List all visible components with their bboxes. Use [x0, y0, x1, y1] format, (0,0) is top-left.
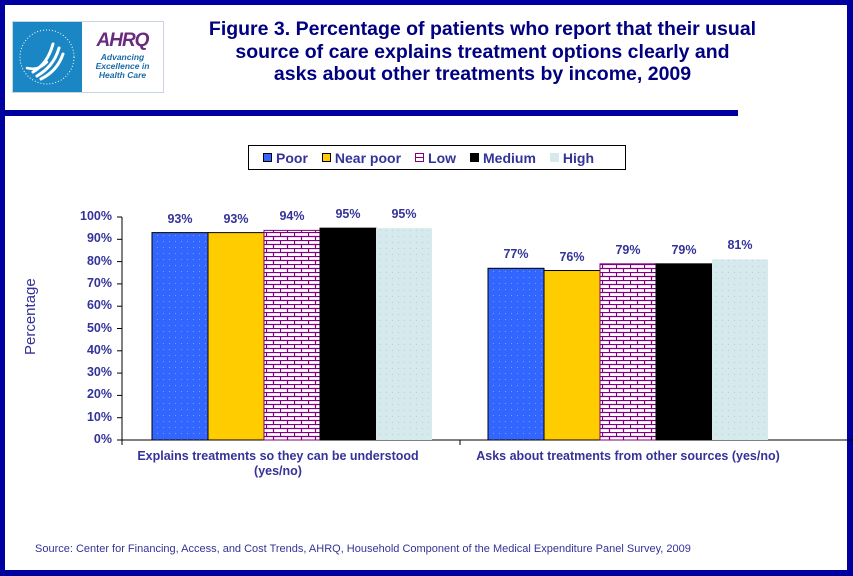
legend-swatch: [470, 153, 480, 162]
source-note: Source: Center for Financing, Access, an…: [35, 543, 691, 555]
y-tick-label: 100%: [80, 209, 112, 223]
bar-medium: [655, 263, 713, 441]
bar-data-label: 79%: [615, 242, 641, 257]
legend-swatch: [415, 153, 425, 162]
ahrq-logo: AHRQ Advancing Excellence in Health Care: [12, 21, 164, 93]
title-line: source of care explains treatment option…: [235, 40, 730, 63]
legend-item-near-poor: Near poor: [321, 149, 402, 166]
y-tick-label: 40%: [86, 342, 112, 357]
bar-low: [263, 229, 321, 441]
legend-label: Medium: [483, 149, 536, 166]
bar-data-label: 95%: [391, 207, 417, 222]
x-category-label: Asks about treatments from other sources…: [458, 449, 798, 464]
ahrq-tagline: Advancing Excellence in Health Care: [82, 53, 163, 80]
bar-poor: [151, 232, 209, 441]
legend-swatch: [321, 153, 331, 162]
legend-item-high: High: [549, 149, 595, 166]
bar-data-label: 93%: [223, 211, 249, 226]
bar-medium: [319, 227, 377, 441]
chart-legend: Poor Near poor Low Medium High: [248, 145, 626, 170]
bar-data-label: 93%: [167, 211, 193, 226]
y-tick-label: 30%: [86, 365, 112, 380]
bar-high: [712, 259, 768, 440]
bar-data-label: 76%: [559, 249, 585, 264]
chart-title: Figure 3. Percentage of patients who rep…: [205, 18, 760, 86]
legend-swatch: [263, 153, 272, 162]
legend-item-low: Low: [415, 150, 456, 166]
bar-poor: [487, 267, 545, 441]
hhs-eagle-icon: [13, 22, 82, 92]
legend-item-medium: Medium: [470, 150, 536, 166]
ahrq-wordmark: AHRQ: [96, 30, 150, 51]
bar-data-label: 79%: [671, 242, 697, 257]
bar-data-label: 94%: [279, 209, 305, 224]
y-tick-label: 50%: [86, 320, 112, 335]
y-tick-label: 0%: [93, 432, 112, 446]
legend-swatch: [549, 153, 559, 162]
y-tick-label: 10%: [86, 409, 112, 424]
y-tick-label: 90%: [86, 231, 112, 246]
legend-label: High: [562, 149, 595, 166]
y-tick-label: 20%: [86, 387, 112, 402]
header-divider: [0, 110, 738, 116]
category-label-line: Explains treatments so they can be under…: [137, 449, 419, 463]
legend-item-poor: Poor: [263, 150, 308, 166]
bar-high: [376, 228, 432, 440]
bar-data-label: 81%: [727, 238, 753, 253]
legend-label: Low: [428, 149, 457, 166]
category-label-line: Asks about treatments from other sources…: [476, 449, 780, 463]
title-line: Figure 3. Percentage of patients who rep…: [208, 18, 757, 40]
tagline-line: Health Care: [98, 70, 147, 80]
tagline-line: Excellence in: [95, 61, 150, 71]
bar-low: [599, 263, 657, 441]
title-line: asks about other treatments by income, 2…: [273, 63, 692, 85]
y-tick-label: 70%: [86, 275, 112, 290]
bar-near-poor: [543, 270, 601, 441]
legend-label: Poor: [276, 149, 308, 166]
category-label-line: (yes/no): [254, 464, 302, 478]
bar-data-label: 77%: [503, 247, 529, 262]
legend-label: Near poor: [334, 149, 402, 166]
bar-near-poor: [207, 232, 265, 441]
x-category-label: Explains treatments so they can be under…: [128, 449, 428, 479]
y-tick-label: 60%: [86, 298, 112, 313]
bar-data-label: 95%: [335, 207, 361, 222]
y-tick-label: 80%: [86, 253, 112, 268]
tagline-line: Advancing: [100, 52, 145, 62]
